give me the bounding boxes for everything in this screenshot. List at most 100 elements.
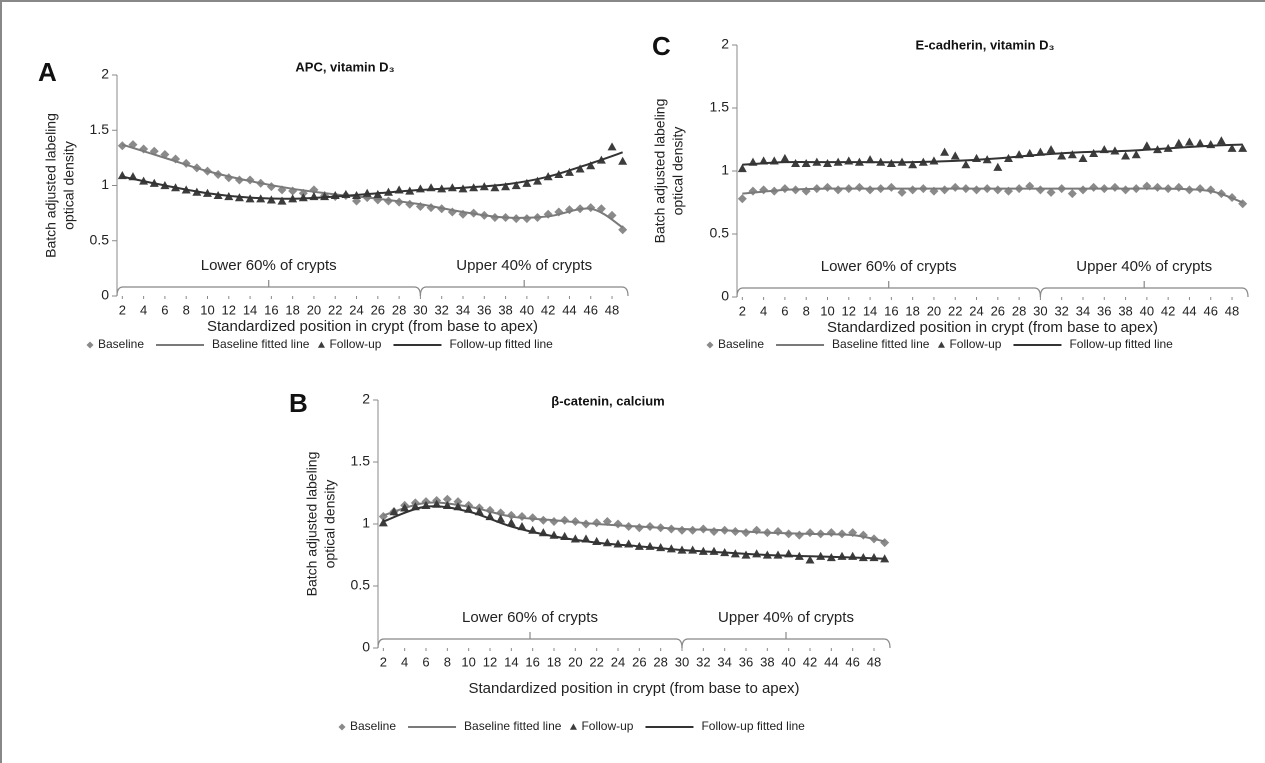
baseline-point	[908, 185, 918, 195]
baseline-point	[826, 528, 836, 538]
y-tick-label: 0	[721, 288, 729, 304]
y-tick-label: 0.5	[710, 225, 730, 241]
chart-title: β-catenin, calcium	[551, 393, 664, 408]
y-axis-label: Batch adjusted labeling	[304, 452, 320, 597]
follow-up-point	[362, 188, 372, 197]
follow-up-point	[415, 184, 425, 193]
bracket	[377, 632, 683, 649]
follow-up-point	[950, 151, 960, 160]
x-tick-label: 40	[781, 654, 795, 669]
x-tick-label: 32	[696, 654, 710, 669]
fitted-line	[382, 505, 885, 560]
x-tick-label: 24	[969, 303, 983, 318]
y-axis-label: optical density	[61, 141, 77, 230]
panel-label: B	[289, 388, 308, 418]
x-tick-label: 14	[504, 654, 518, 669]
x-tick-label: 36	[739, 654, 753, 669]
x-tick-label: 34	[717, 654, 731, 669]
legend-label: Follow-up fitted line	[1069, 337, 1173, 351]
follow-up-point	[522, 178, 532, 187]
baseline-point	[1089, 182, 1099, 192]
x-tick-label: 10	[820, 303, 834, 318]
x-tick-label: 18	[285, 302, 299, 317]
follow-up-point	[511, 181, 521, 190]
legend-label: Follow-up fitted line	[449, 337, 553, 351]
bracket-label: Upper 40% of crypts	[1076, 258, 1212, 275]
baseline-point	[634, 523, 644, 533]
x-tick-label: 6	[161, 302, 168, 317]
follow-up-point	[961, 160, 971, 169]
y-tick-label: 1.5	[710, 99, 730, 115]
x-tick-label: 42	[803, 654, 817, 669]
legend-label: Baseline fitted line	[212, 337, 310, 351]
bracket	[681, 632, 891, 649]
x-tick-label: 20	[568, 654, 582, 669]
legend-label: Baseline	[718, 337, 764, 351]
y-axis-label: optical density	[670, 127, 686, 216]
x-tick-label: 28	[653, 654, 667, 669]
follow-up-point	[618, 156, 628, 165]
x-tick-label: 38	[760, 654, 774, 669]
baseline-point	[405, 199, 415, 209]
x-tick-label: 26	[991, 303, 1005, 318]
follow-up-point	[1174, 138, 1184, 147]
baseline-point	[886, 182, 896, 192]
baseline-point	[805, 528, 815, 538]
x-tick-label: 12	[222, 302, 236, 317]
x-tick-label: 28	[1012, 303, 1026, 318]
bracket	[116, 280, 422, 297]
baseline-point	[794, 530, 804, 540]
baseline-point	[880, 538, 890, 548]
y-tick-label: 2	[101, 66, 109, 82]
baseline-point	[759, 185, 769, 195]
x-tick-label: 44	[562, 302, 576, 317]
x-tick-label: 28	[392, 302, 406, 317]
baseline-point	[709, 526, 719, 536]
baseline-point	[1121, 185, 1131, 195]
follow-up-point	[848, 551, 858, 560]
x-tick-label: 2	[739, 303, 746, 318]
bracket	[419, 280, 629, 297]
x-tick-label: 40	[1140, 303, 1154, 318]
baseline-point	[822, 182, 832, 192]
fitted-line	[122, 151, 624, 200]
follow-up-point	[496, 514, 506, 523]
x-tick-label: 6	[422, 654, 429, 669]
x-tick-label: 16	[264, 302, 278, 317]
x-tick-label: 8	[803, 303, 810, 318]
x-tick-label: 48	[605, 302, 619, 317]
x-tick-label: 12	[842, 303, 856, 318]
follow-up-point	[1067, 150, 1077, 159]
x-tick-label: 2	[119, 302, 126, 317]
y-tick-label: 0	[362, 639, 370, 655]
y-tick-label: 1.5	[90, 121, 110, 137]
legend-label: Baseline fitted line	[832, 337, 930, 351]
x-tick-label: 24	[349, 302, 363, 317]
x-tick-label: 16	[525, 654, 539, 669]
baseline-point	[613, 519, 623, 529]
baseline-point	[780, 184, 790, 194]
x-tick-label: 14	[863, 303, 877, 318]
y-tick-label: 0.5	[351, 577, 371, 593]
follow-up-point	[575, 164, 585, 173]
x-tick-label: 12	[483, 654, 497, 669]
baseline-point	[1153, 182, 1163, 192]
follow-up-point	[1057, 151, 1067, 160]
x-tick-label: 44	[824, 654, 838, 669]
chart-title: APC, vitamin D₃	[295, 59, 394, 74]
follow-up-point	[506, 518, 516, 527]
legend-label: Follow-up	[949, 337, 1001, 351]
follow-up-point	[378, 518, 388, 527]
x-tick-label: 20	[307, 302, 321, 317]
y-axis-label: Batch adjusted labeling	[652, 99, 668, 244]
fitted-line	[742, 187, 1244, 204]
x-tick-label: 46	[1204, 303, 1218, 318]
follow-up-point	[993, 162, 1003, 171]
follow-up-point	[586, 161, 596, 170]
x-tick-label: 4	[140, 302, 147, 317]
follow-up-point	[1121, 151, 1131, 160]
x-axis-label: Standardized position in crypt (from bas…	[207, 318, 538, 335]
y-tick-label: 1.5	[351, 453, 371, 469]
x-tick-label: 14	[243, 302, 257, 317]
legend-marker	[86, 341, 94, 349]
